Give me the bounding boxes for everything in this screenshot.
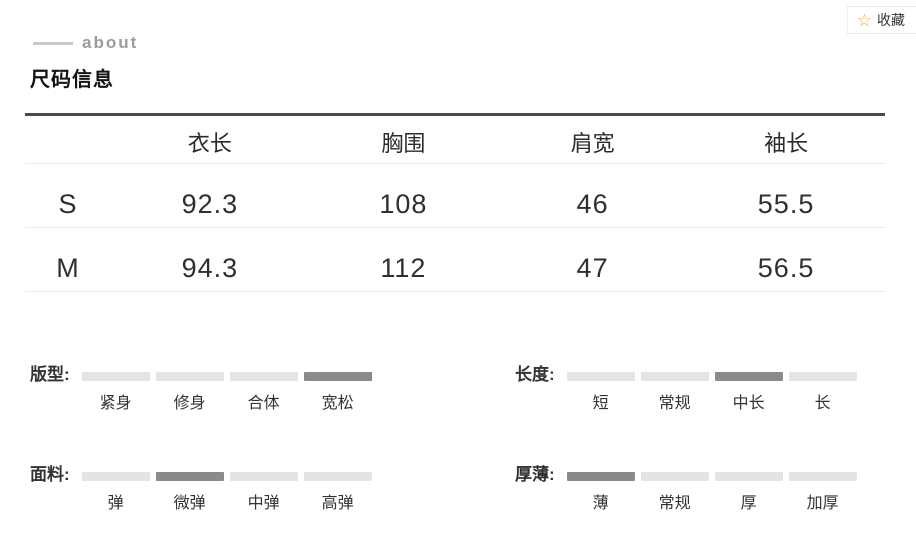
attr-group-thickness: 厚薄: 薄 常规 厚 加厚 xyxy=(515,462,857,513)
attr-option: 高弹 xyxy=(303,462,372,513)
attr-option-label: 合体 xyxy=(247,395,280,412)
attr-group-fit: 版型: 紧身 修身 合体 宽松 xyxy=(30,362,515,413)
attr-scale-bar xyxy=(229,472,298,481)
attr-options: 弹 微弹 中弹 高弹 xyxy=(81,462,372,513)
value-garment-length: 94.3 xyxy=(181,253,239,283)
attr-option-label: 短 xyxy=(592,395,609,412)
size-label: M xyxy=(56,253,80,283)
attr-group-length: 长度: 短 常规 中长 长 xyxy=(515,362,857,413)
attr-option-label: 宽松 xyxy=(321,395,354,412)
col-header-sleeve: 袖长 xyxy=(764,130,809,156)
attr-option-label: 厚 xyxy=(740,495,757,512)
attr-option-label: 紧身 xyxy=(99,395,132,412)
attr-option: 合体 xyxy=(229,362,298,413)
attribute-row-1: 版型: 紧身 修身 合体 宽松 长度: 短 xyxy=(30,362,890,413)
attr-option: 紧身 xyxy=(81,362,150,413)
attr-option: 弹 xyxy=(81,462,150,513)
value-sleeve: 55.5 xyxy=(757,189,815,219)
attr-options: 紧身 修身 合体 宽松 xyxy=(81,362,372,413)
attr-option-label: 修身 xyxy=(173,395,206,412)
attr-option: 微弹 xyxy=(155,462,224,513)
attr-scale-bar xyxy=(566,372,635,381)
value-bust: 108 xyxy=(379,189,428,219)
attr-scale-bar xyxy=(788,472,857,481)
value-shoulder: 47 xyxy=(576,253,609,283)
attr-option-label: 常规 xyxy=(658,495,691,512)
attr-label-fit: 版型: xyxy=(30,365,70,384)
value-garment-length: 92.3 xyxy=(181,189,239,219)
about-heading: about xyxy=(33,33,138,53)
attr-label-length: 长度: xyxy=(515,365,555,384)
star-icon: ☆ xyxy=(856,10,872,30)
attr-label-fabric: 面料: xyxy=(30,465,70,484)
attr-option: 长 xyxy=(788,362,857,413)
attr-scale-bar xyxy=(714,472,783,481)
attr-scale-bar xyxy=(303,372,372,381)
attr-scale-bar xyxy=(788,372,857,381)
col-header-bust: 胸围 xyxy=(381,130,426,156)
attr-option-label: 中长 xyxy=(732,395,765,412)
table-row-s: S 92.3 108 46 55.5 xyxy=(25,164,885,228)
attr-options: 薄 常规 厚 加厚 xyxy=(566,462,857,513)
attr-scale-bar xyxy=(155,372,224,381)
attr-option-label: 微弹 xyxy=(173,495,206,512)
table-header-row: 衣长 胸围 肩宽 袖长 xyxy=(25,116,885,164)
about-label: about xyxy=(82,33,139,52)
about-decorative-line xyxy=(33,41,73,45)
attr-option: 厚 xyxy=(714,462,783,513)
attr-scale-bar xyxy=(714,372,783,381)
attr-scale-bar xyxy=(566,472,635,481)
value-sleeve: 56.5 xyxy=(757,253,815,283)
value-shoulder: 46 xyxy=(576,189,609,219)
attr-scale-bar xyxy=(229,372,298,381)
attr-option: 宽松 xyxy=(303,362,372,413)
attr-option-label: 常规 xyxy=(658,395,691,412)
attr-option-label: 弹 xyxy=(107,495,124,512)
attr-option: 中长 xyxy=(714,362,783,413)
attr-label-thickness: 厚薄: xyxy=(515,465,555,484)
attr-option: 中弹 xyxy=(229,462,298,513)
attr-scale-bar xyxy=(303,472,372,481)
attribute-row-2: 面料: 弹 微弹 中弹 高弹 厚薄: 薄 xyxy=(30,462,890,513)
attr-scale-bar xyxy=(640,372,709,381)
attr-option: 加厚 xyxy=(788,462,857,513)
attr-option-label: 加厚 xyxy=(806,495,839,512)
page-title: 尺码信息 xyxy=(30,69,114,91)
attr-option: 常规 xyxy=(640,462,709,513)
attr-group-fabric: 面料: 弹 微弹 中弹 高弹 xyxy=(30,462,515,513)
attr-options: 短 常规 中长 长 xyxy=(566,362,857,413)
attr-option: 短 xyxy=(566,362,635,413)
favorite-label: 收藏 xyxy=(877,12,905,28)
attr-option: 修身 xyxy=(155,362,224,413)
col-header-shoulder: 肩宽 xyxy=(570,130,615,156)
attr-scale-bar xyxy=(81,472,150,481)
table-row-m: M 94.3 112 47 56.5 xyxy=(25,228,885,292)
attr-option: 常规 xyxy=(640,362,709,413)
size-table: 衣长 胸围 肩宽 袖长 S 92.3 108 46 55.5 M 94.3 11… xyxy=(25,113,885,292)
col-header-garment-length: 衣长 xyxy=(187,130,232,156)
attr-option-label: 高弹 xyxy=(321,495,354,512)
attr-option-label: 长 xyxy=(814,395,831,412)
attr-option-label: 中弹 xyxy=(247,495,280,512)
attr-scale-bar xyxy=(155,472,224,481)
attr-option-label: 薄 xyxy=(592,495,609,512)
attr-scale-bar xyxy=(81,372,150,381)
col-header-size xyxy=(25,138,111,142)
attr-option: 薄 xyxy=(566,462,635,513)
size-label: S xyxy=(58,189,78,219)
attr-scale-bar xyxy=(640,472,709,481)
value-bust: 112 xyxy=(380,253,427,283)
favorite-button[interactable]: ☆ 收藏 xyxy=(846,6,916,34)
